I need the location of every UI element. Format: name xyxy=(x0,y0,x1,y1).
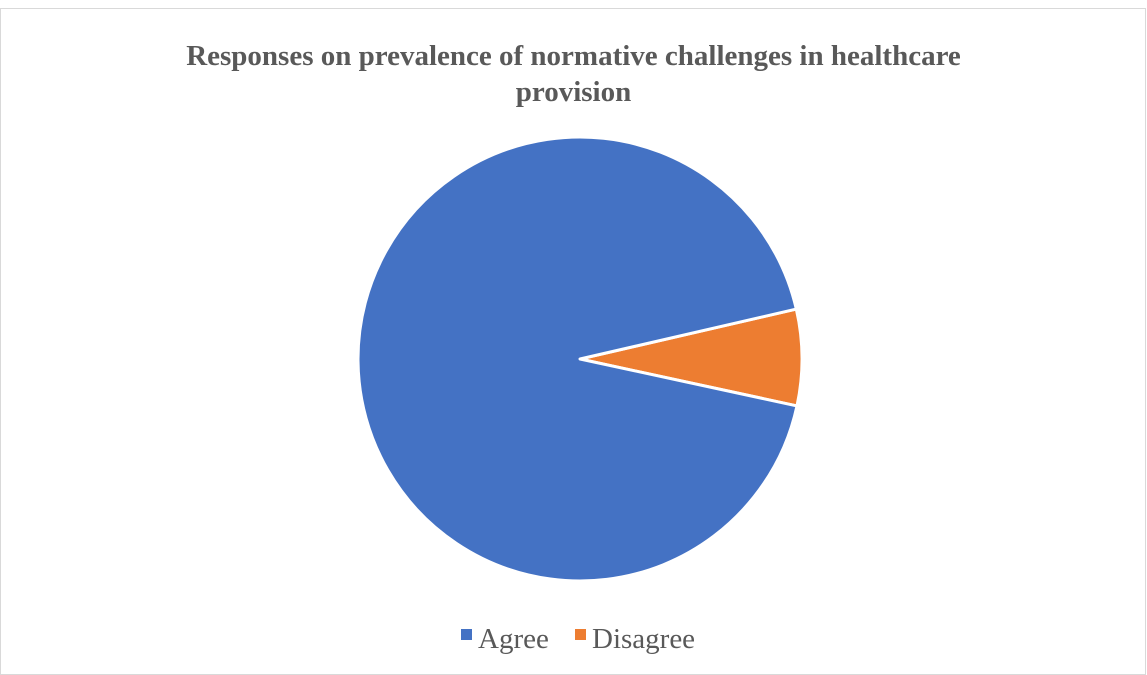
legend-swatch-agree xyxy=(461,629,472,640)
legend-label-agree: Agree xyxy=(478,623,549,655)
chart-title-line-2: provision xyxy=(515,76,632,108)
legend-label-disagree: Disagree xyxy=(592,623,695,655)
chart-legend: Agree Disagree xyxy=(461,623,695,655)
legend-swatch-disagree xyxy=(575,629,586,640)
pie-slices xyxy=(356,135,804,583)
chart-title: Responses on prevalence of normative cha… xyxy=(0,38,1147,110)
pie-slice-agree xyxy=(356,135,799,583)
chart-title-line-1: Responses on prevalence of normative cha… xyxy=(186,40,961,72)
